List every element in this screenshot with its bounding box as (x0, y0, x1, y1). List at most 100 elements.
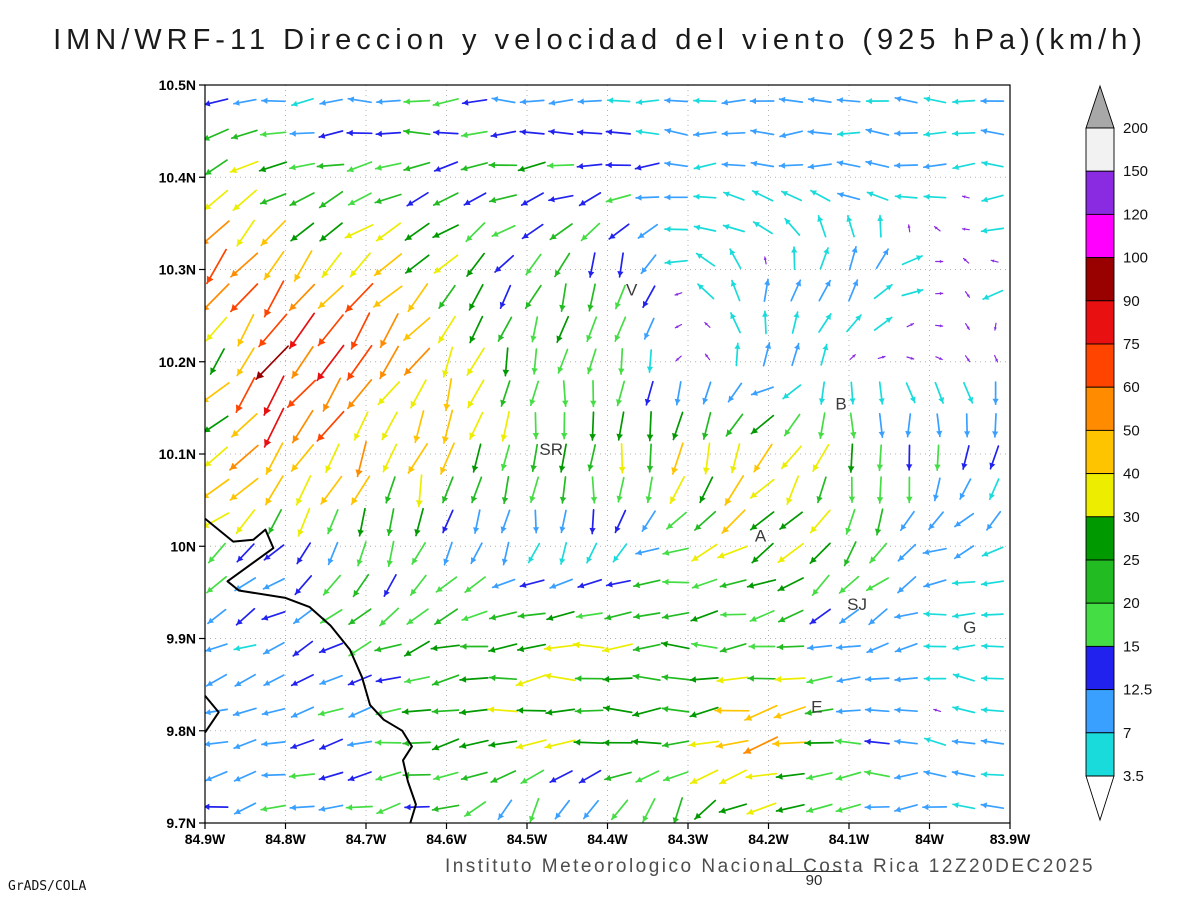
station-labels: V B SR A SJ G E (539, 280, 976, 716)
wind-arrow-head (750, 128, 757, 135)
wind-arrow-head (205, 396, 209, 403)
wind-arrow-head (696, 253, 703, 259)
wind-arrow-head (779, 96, 786, 103)
wind-arrow-head (636, 549, 643, 556)
wind-arrow-head (291, 743, 298, 750)
wind-arrow-head (517, 645, 525, 653)
wind-arrow-head (728, 395, 735, 402)
wind-arrow-head (434, 266, 442, 273)
wind-arrow-head (822, 344, 829, 351)
wind-arrow-head (715, 706, 722, 715)
wind-arrow-head (577, 129, 584, 136)
wind-arrow-head (719, 777, 727, 784)
wind-arrow-head (636, 194, 642, 201)
wind-arrow-shaft (316, 344, 345, 382)
wind-arrow-head (762, 311, 769, 317)
wind-arrow-head (405, 266, 413, 273)
colorbar-label: 60 (1123, 379, 1140, 396)
wind-arrow-head (489, 646, 496, 653)
wind-arrow-head (670, 496, 677, 504)
wind-arrow-head (557, 366, 564, 373)
wind-arrow-head (675, 325, 679, 328)
wind-arrow-head (936, 430, 943, 437)
wind-arrow-head (939, 324, 943, 328)
wind-arrow-head (436, 586, 443, 592)
wind-arrow-head (471, 557, 477, 564)
wind-arrow-head (207, 617, 214, 624)
wind-arrow-head (291, 711, 298, 718)
wind-arrow-head (259, 165, 267, 173)
wind-arrow-head (264, 554, 271, 560)
wind-arrow-head (575, 707, 582, 715)
wind-arrow-head (562, 400, 569, 407)
wind-arrow-head (777, 643, 784, 651)
wind-arrow-head (502, 369, 510, 376)
wind-arrow-head (589, 527, 596, 534)
wind-arrow-head (823, 248, 830, 255)
wind-arrow-head (881, 355, 885, 359)
wind-arrow-head (675, 292, 679, 296)
wind-arrow-head (529, 495, 536, 503)
wind-arrow-head (836, 644, 843, 651)
wind-arrow-head (837, 677, 844, 684)
wind-arrow-head (981, 738, 988, 745)
wind-arrow-head (846, 216, 853, 222)
wind-arrow-head (404, 649, 412, 656)
wind-arrow-head (260, 198, 268, 205)
wind-arrow-head (894, 162, 901, 169)
wind-arrow-head (573, 641, 580, 649)
wind-arrow-head (795, 280, 801, 287)
wind-arrow-head (726, 429, 733, 436)
wind-arrow-head (952, 130, 959, 137)
wind-arrow-head (962, 227, 966, 231)
wind-arrow-head (518, 165, 525, 172)
wind-arrow-head (662, 705, 669, 713)
wind-arrow-head (434, 166, 441, 172)
wind-arrow-head (934, 464, 941, 471)
wind-arrow-head (375, 164, 382, 171)
wind-arrow-head (805, 739, 811, 747)
wind-arrow-head (876, 497, 884, 503)
wind-arrow-head (556, 335, 563, 343)
wind-arrow-head (894, 130, 901, 137)
wind-arrow-head (641, 267, 648, 274)
wind-arrow-head (588, 270, 595, 277)
wind-arrow-head (693, 131, 700, 138)
wind-arrow-head (414, 529, 421, 536)
wind-arrow-head (440, 466, 447, 474)
wind-arrow-head (261, 238, 269, 246)
colorbar-label: 75 (1123, 336, 1140, 353)
wind-arrow-head (981, 128, 988, 135)
wind-arrow-head (233, 203, 241, 211)
wind-arrow-head (460, 676, 467, 683)
wind-arrow-head (910, 323, 914, 327)
wind-arrow-head (297, 557, 303, 564)
wind-arrow-head (867, 191, 874, 198)
wind-arrow-head (578, 582, 585, 589)
wind-arrow-head (910, 356, 914, 360)
wind-arrow-head (810, 525, 818, 533)
wind-arrow-head (327, 527, 334, 534)
wind-arrow-head (467, 269, 474, 277)
wind-arrow-head (297, 529, 304, 536)
wind-arrow-head (734, 343, 741, 349)
wind-arrow-head (981, 707, 988, 714)
wind-arrow-head (205, 238, 209, 245)
wind-arrow-head (689, 741, 696, 748)
station-label-sr: SR (539, 440, 563, 459)
wind-arrow-head (878, 431, 885, 438)
wind-arrow-head (694, 193, 700, 200)
wind-arrow-head (690, 676, 697, 683)
wind-arrow-head (574, 738, 581, 746)
wind-arrow-head (986, 523, 993, 530)
station-label-v: V (626, 280, 638, 299)
colorbar-label: 30 (1123, 509, 1140, 526)
x-tick-label: 84.5W (507, 831, 548, 847)
colorbar-label: 40 (1123, 466, 1140, 483)
wind-arrow-head (745, 714, 753, 721)
wind-arrow-head (432, 679, 440, 686)
wind-arrow-head (205, 491, 210, 499)
wind-arrow-head (431, 644, 438, 652)
wind-arrow-head (259, 338, 267, 347)
wind-arrow-head (952, 612, 959, 619)
